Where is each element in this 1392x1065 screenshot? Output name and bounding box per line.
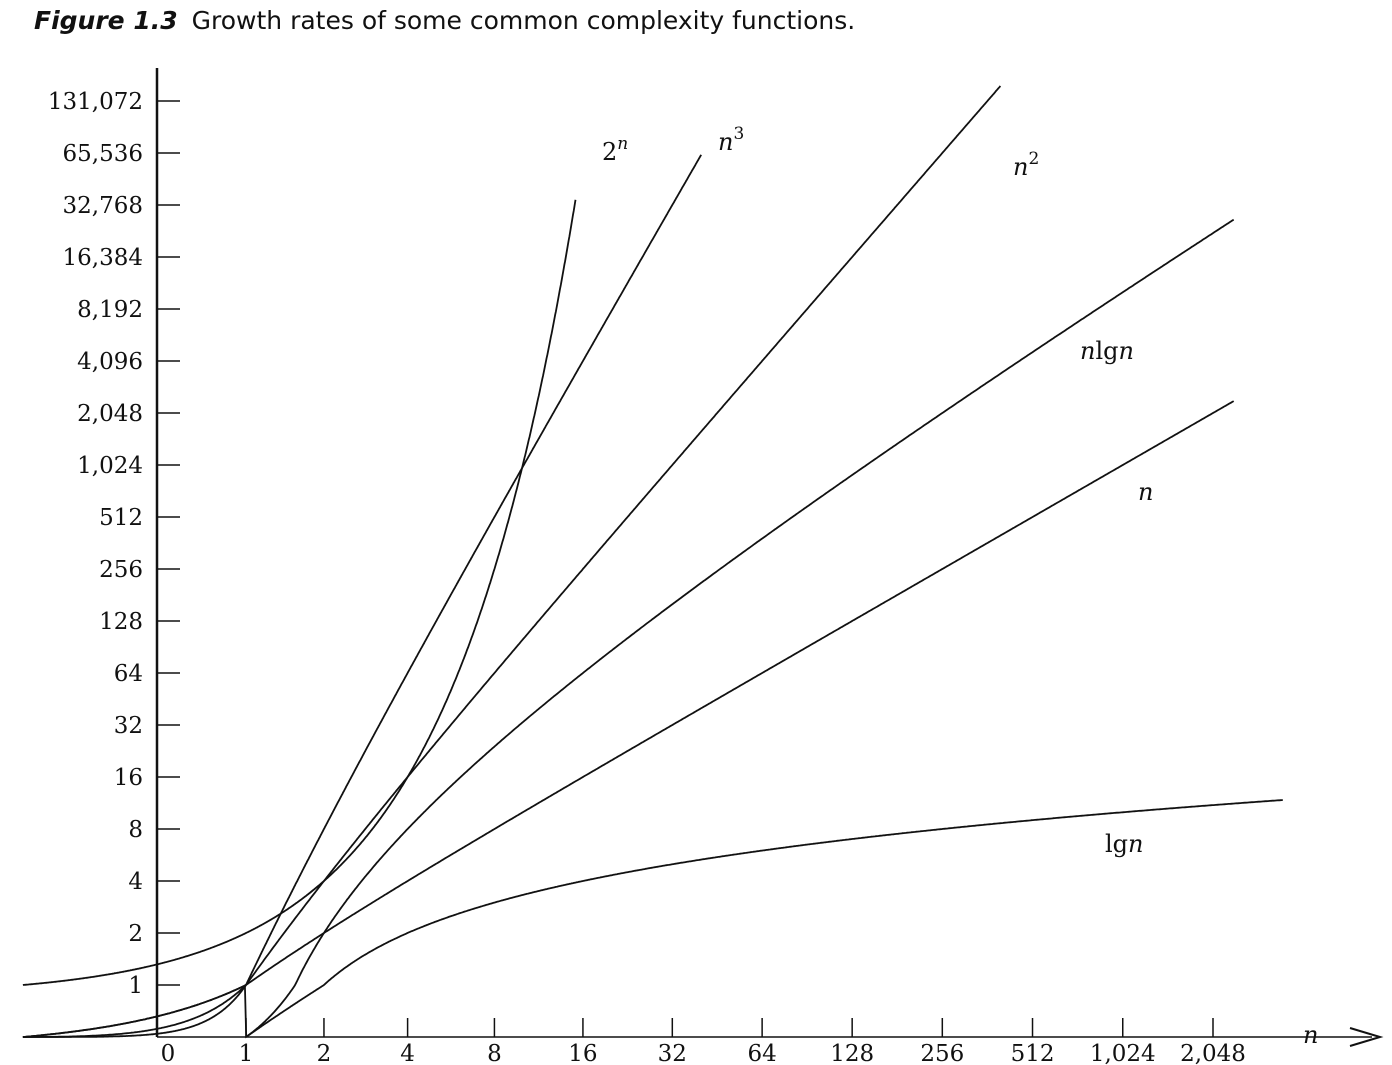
y-tick-label: 131,072 bbox=[48, 89, 143, 115]
curve-n-3 bbox=[23, 155, 701, 1037]
x-tick-label: 512 bbox=[1011, 1041, 1055, 1065]
y-tick-label: 1 bbox=[128, 973, 143, 999]
y-tick-label: 256 bbox=[99, 557, 143, 583]
y-tick-label: 1,024 bbox=[77, 453, 143, 479]
y-tick-label: 4,096 bbox=[77, 349, 143, 375]
y-tick-label: 4 bbox=[128, 869, 143, 895]
axes: n bbox=[157, 68, 1380, 1049]
curve-label-lg-n: lgn bbox=[1105, 830, 1144, 858]
y-tick-label: 2,048 bbox=[77, 401, 143, 427]
x-tick-label: 2 bbox=[317, 1041, 332, 1065]
x-tick-label: 128 bbox=[830, 1041, 874, 1065]
x-tick-label: 16 bbox=[568, 1041, 597, 1065]
x-tick-label: 1 bbox=[239, 1041, 254, 1065]
x-ticks: 0 1 2 4 8 16 32 64 128 256 512 1,024 2,048 bbox=[161, 1018, 1246, 1065]
y-tick-label: 8,192 bbox=[77, 297, 143, 323]
curve-n bbox=[23, 401, 1234, 1037]
curve-label-n-lg-n: nlgn bbox=[1080, 337, 1134, 365]
y-tick-label: 16 bbox=[114, 765, 143, 791]
y-tick-label: 128 bbox=[99, 609, 143, 635]
x-tick-label: 32 bbox=[658, 1041, 687, 1065]
y-tick-label: 2 bbox=[128, 921, 143, 947]
x-tick-label: 0 bbox=[161, 1041, 176, 1065]
y-tick-label: 8 bbox=[128, 817, 143, 843]
y-tick-label: 16,384 bbox=[63, 245, 143, 271]
y-tick-label: 32,768 bbox=[63, 193, 143, 219]
x-tick-label: 4 bbox=[400, 1041, 415, 1065]
curve-n-2 bbox=[23, 86, 1001, 1037]
y-tick-label: 65,536 bbox=[63, 141, 143, 167]
x-tick-label: 1,024 bbox=[1090, 1041, 1156, 1065]
curve-label-n-3: n3 bbox=[718, 124, 744, 156]
x-axis-label: n bbox=[1303, 1021, 1318, 1049]
x-tick-label: 8 bbox=[487, 1041, 502, 1065]
x-tick-label: 2,048 bbox=[1180, 1041, 1246, 1065]
curve-n-lg-n bbox=[23, 220, 1234, 1037]
curves bbox=[23, 86, 1283, 1037]
curve-label-2-n: 2n bbox=[602, 134, 628, 166]
y-tick-label: 64 bbox=[114, 661, 143, 687]
y-tick-label: 512 bbox=[99, 505, 143, 531]
y-ticks: 1 2 4 8 16 32 64 128 256 512 1,024 2,048 4,096 8,192 1… bbox=[48, 89, 180, 999]
y-tick-label: 32 bbox=[114, 713, 143, 739]
x-tick-label: 64 bbox=[747, 1041, 776, 1065]
curve-label-n-2: n2 bbox=[1013, 149, 1039, 181]
curve-label-n: n bbox=[1138, 478, 1153, 506]
x-tick-label: 256 bbox=[920, 1041, 964, 1065]
